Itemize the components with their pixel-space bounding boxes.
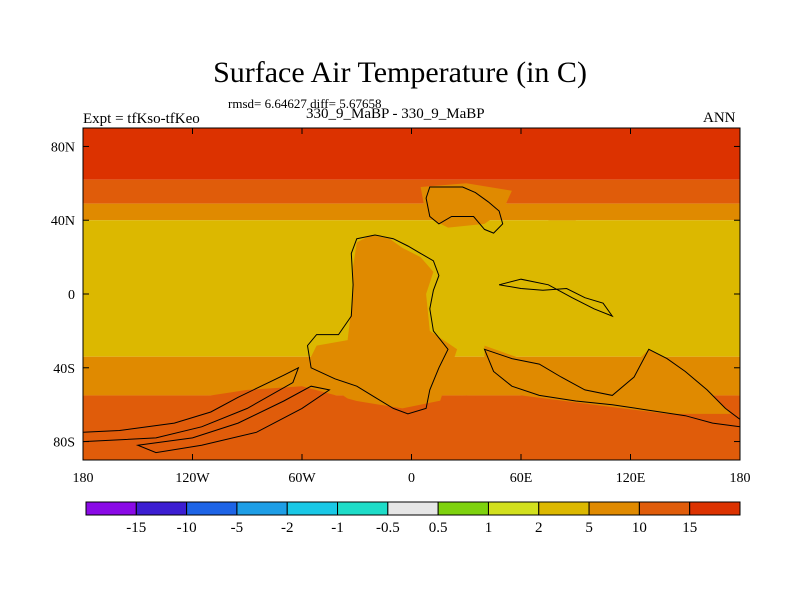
coastline-central-continent bbox=[306, 234, 449, 415]
x-tick-label-1: 120W bbox=[175, 471, 210, 486]
colorbar-label-1: -10 bbox=[177, 520, 197, 536]
colorbar-box-3 bbox=[236, 501, 288, 516]
coastline-south-east-continent bbox=[483, 348, 740, 428]
experiment-label: Expt = tfKso-tfKeo bbox=[83, 111, 200, 127]
x-tick-label-4: 60E bbox=[510, 471, 533, 486]
colorbar-label-11: 15 bbox=[682, 520, 697, 536]
colorbar-label-10: 10 bbox=[632, 520, 647, 536]
season-label: ANN bbox=[703, 110, 736, 126]
colorbar-label-8: 2 bbox=[535, 520, 543, 536]
colorbar-box-5 bbox=[337, 501, 389, 516]
colorbar-box-2 bbox=[186, 501, 238, 516]
x-tick-label-5: 120E bbox=[616, 471, 646, 486]
colorbar-box-9 bbox=[538, 501, 590, 516]
coastline-north-continent bbox=[425, 186, 504, 234]
y-tick-label-3: 40S bbox=[53, 362, 75, 377]
colorbar-box-7 bbox=[437, 501, 489, 516]
x-tick-label-6: 180 bbox=[730, 471, 751, 486]
stats-label: rmsd= 6.64627 diff= 5.67658 bbox=[228, 96, 382, 111]
colorbar-label-2: -5 bbox=[231, 520, 244, 536]
patch-central-continent bbox=[305, 235, 458, 433]
colorbar-label-9: 5 bbox=[585, 520, 593, 536]
chart-title: Surface Air Temperature (in C) bbox=[213, 56, 587, 89]
x-tick-label-0: 180 bbox=[73, 471, 94, 486]
colorbar-box-0 bbox=[85, 501, 137, 516]
coastline-southern-strip-west bbox=[83, 366, 300, 443]
colorbar-box-11 bbox=[638, 501, 691, 516]
patch-northern-highland bbox=[420, 183, 512, 228]
colorbar-box-12 bbox=[689, 501, 741, 516]
colorbar-label-3: -2 bbox=[281, 520, 294, 536]
zonal-band-1 bbox=[83, 179, 740, 204]
y-tick-label-0: 80N bbox=[51, 140, 75, 155]
colorbar-box-8 bbox=[487, 501, 540, 516]
colorbar: -15 -10 -5 -2 -1 -0.5 0.5 1 2 5 10 15 bbox=[85, 501, 741, 536]
coastline-layer bbox=[83, 186, 740, 454]
axis-ticks: 180 120W 60W 0 60E 120E 180 80N 40N 0 40S 80S bbox=[51, 128, 751, 486]
colorbar-label-6: 0.5 bbox=[429, 520, 448, 536]
colorbar-box-4 bbox=[286, 501, 339, 516]
patch-southern-belt-west bbox=[83, 386, 740, 460]
patch-east-band-patch bbox=[548, 205, 576, 221]
y-tick-label-1: 40N bbox=[51, 214, 75, 229]
cases-label: 330_9_MaBP - 330_9_MaBP bbox=[306, 106, 485, 122]
colorbar-label-5: -0.5 bbox=[376, 520, 400, 536]
y-tick-label-4: 80S bbox=[53, 436, 75, 451]
colorbar-box-1 bbox=[135, 501, 188, 516]
coastline-east-archipelago bbox=[498, 278, 614, 318]
colorbar-label-0: -15 bbox=[126, 520, 146, 536]
x-tick-label-2: 60W bbox=[288, 471, 316, 486]
zonal-band-2 bbox=[83, 203, 740, 221]
colorbar-label-7: 1 bbox=[485, 520, 493, 536]
coastline-southern-strip-mid bbox=[135, 385, 331, 454]
zonal-band-0 bbox=[83, 128, 740, 180]
colorbar-box-6 bbox=[387, 501, 439, 516]
x-tick-label-3: 0 bbox=[408, 471, 415, 486]
y-tick-label-2: 0 bbox=[68, 288, 75, 303]
colorbar-label-4: -1 bbox=[331, 520, 344, 536]
map-fill-layer bbox=[83, 128, 740, 460]
colorbar-box-10 bbox=[588, 501, 640, 516]
